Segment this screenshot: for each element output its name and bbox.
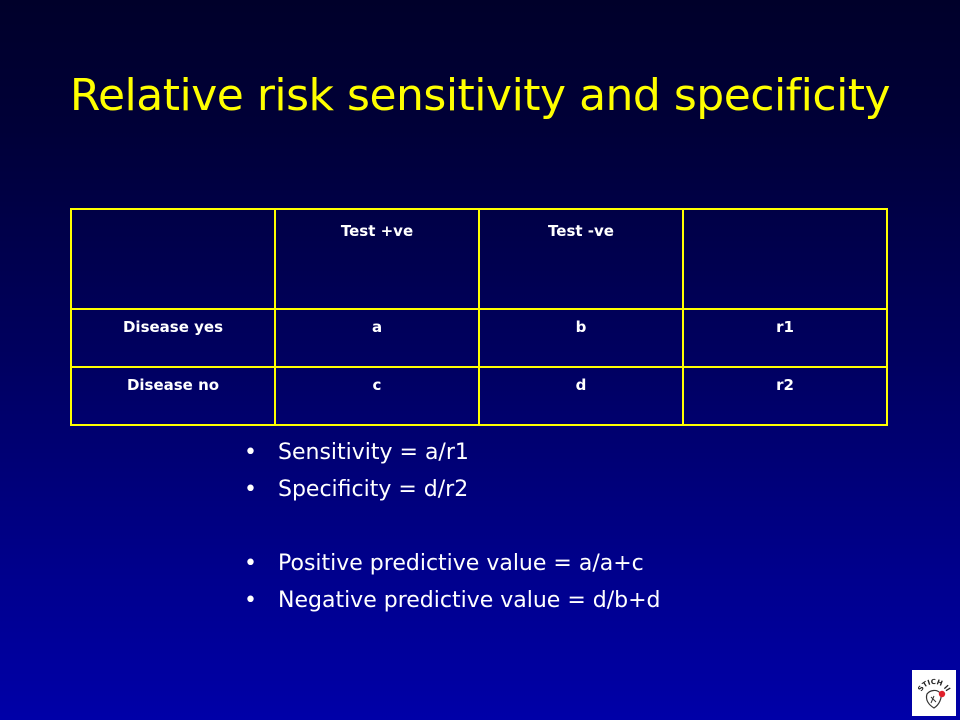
table-cell: d <box>478 366 684 426</box>
bullet-item: • Negative predictive value = d/b+d <box>244 582 661 619</box>
bullet-item: • Positive predictive value = a/a+c <box>244 545 661 582</box>
bullet-text: Negative predictive value = d/b+d <box>278 588 661 613</box>
bullet-icon: • <box>244 440 257 465</box>
table-corner-cell <box>70 208 276 310</box>
table-cell: a <box>274 308 480 368</box>
table-cell: r1 <box>682 308 888 368</box>
table-row: Disease no c d r2 <box>70 366 888 426</box>
bullet-list: • Sensitivity = a/r1 • Specificity = d/r… <box>244 434 661 619</box>
bullet-item: • Sensitivity = a/r1 <box>244 434 661 471</box>
bullet-text: Specificity = d/r2 <box>278 477 469 502</box>
bullet-item: • Specificity = d/r2 <box>244 471 661 508</box>
stich-logo: STICH II <box>912 670 956 716</box>
table-cell: c <box>274 366 480 426</box>
table-header-test-positive: Test +ve <box>274 208 480 310</box>
table-row: Disease yes a b r1 <box>70 308 888 368</box>
bullet-icon: • <box>244 588 257 613</box>
table-cell: r2 <box>682 366 888 426</box>
svg-text:STICH II: STICH II <box>916 678 951 693</box>
bullet-text: Positive predictive value = a/a+c <box>278 551 644 576</box>
bullet-text: Sensitivity = a/r1 <box>278 440 469 465</box>
logo-text: STICH II <box>916 678 951 693</box>
table-row-label: Disease yes <box>70 308 276 368</box>
contingency-table: Test +ve Test -ve Disease yes a b r1 Dis… <box>70 208 888 426</box>
table-cell: b <box>478 308 684 368</box>
table-row-label: Disease no <box>70 366 276 426</box>
bullet-icon: • <box>244 477 257 502</box>
bullet-icon: • <box>244 551 257 576</box>
table-header-row: Test +ve Test -ve <box>70 208 888 310</box>
slide-title: Relative risk sensitivity and specificit… <box>69 70 891 121</box>
table-header-total <box>682 208 888 310</box>
stich-logo-icon: STICH II <box>916 678 952 709</box>
table-header-test-negative: Test -ve <box>478 208 684 310</box>
